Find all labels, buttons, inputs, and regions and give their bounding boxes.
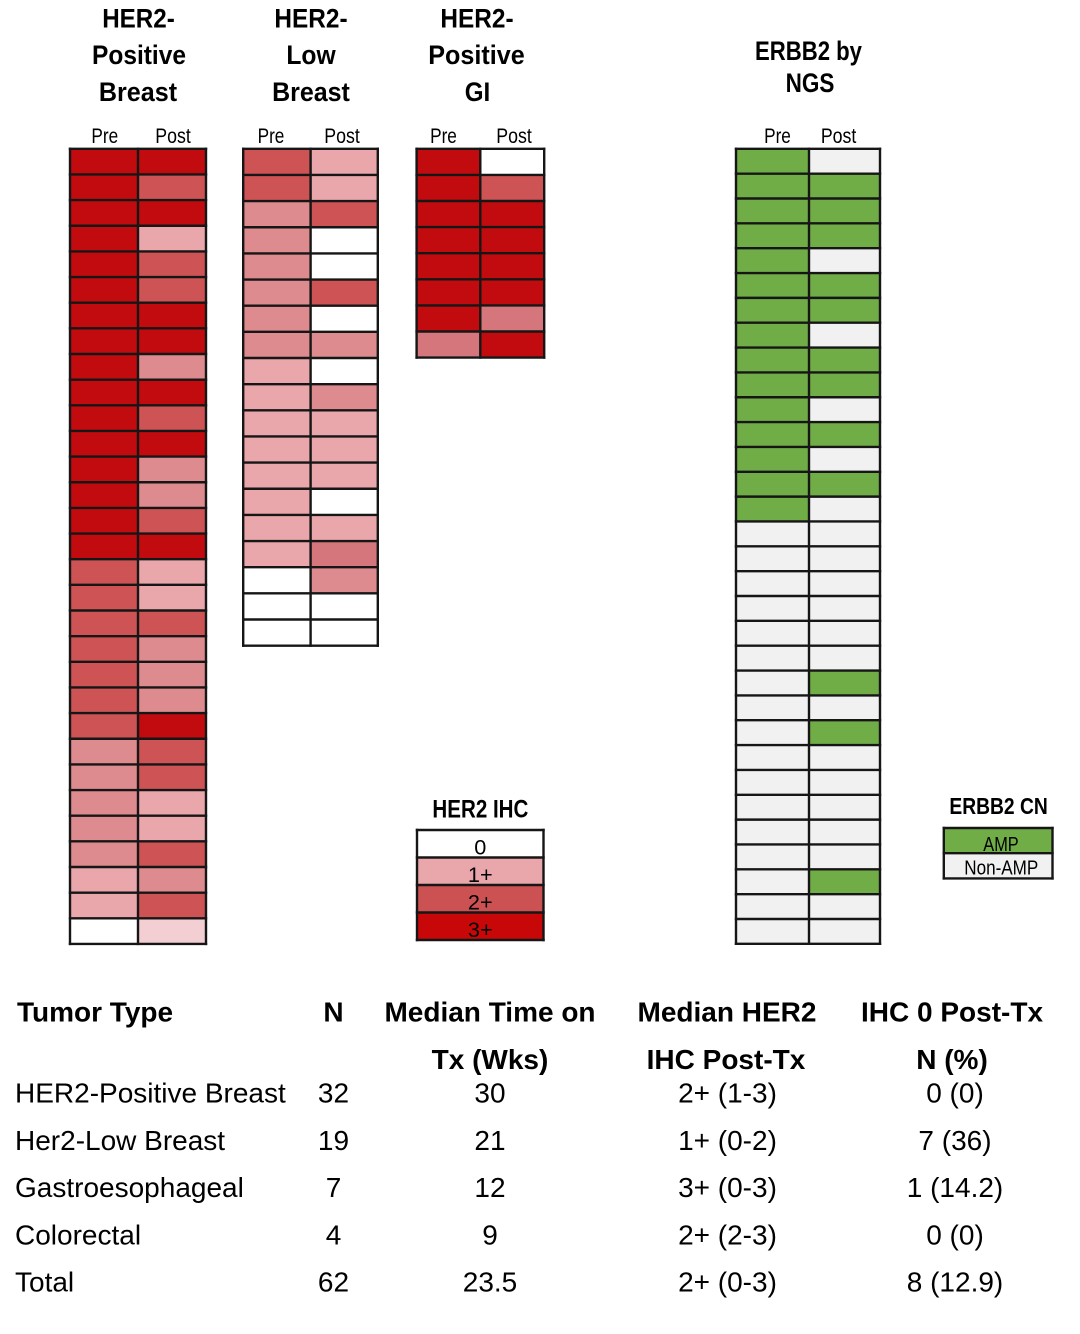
svg-text:2+ (1-3): 2+ (1-3) xyxy=(678,1078,777,1109)
svg-text:HER2-Positive Breast: HER2-Positive Breast xyxy=(15,1078,286,1109)
svg-text:HER2 IHC: HER2 IHC xyxy=(432,796,528,824)
svg-text:Total: Total xyxy=(15,1267,74,1298)
svg-text:Post: Post xyxy=(496,124,532,148)
svg-text:4: 4 xyxy=(326,1219,342,1250)
svg-text:Median HER2: Median HER2 xyxy=(638,997,817,1028)
svg-text:IHC Post-Tx: IHC Post-Tx xyxy=(647,1044,806,1075)
svg-text:Pre: Pre xyxy=(258,124,285,148)
svg-text:Pre: Pre xyxy=(430,124,457,148)
svg-text:HER2-: HER2- xyxy=(274,4,347,34)
svg-text:19: 19 xyxy=(318,1125,349,1156)
svg-text:ERBB2 CN: ERBB2 CN xyxy=(949,793,1047,819)
svg-text:9: 9 xyxy=(482,1219,498,1250)
svg-text:1 (14.2): 1 (14.2) xyxy=(907,1172,1004,1203)
svg-text:0 (0): 0 (0) xyxy=(926,1078,984,1109)
svg-text:Colorectal: Colorectal xyxy=(15,1219,141,1250)
svg-text:Pre: Pre xyxy=(764,124,791,148)
svg-text:Tx (Wks): Tx (Wks) xyxy=(432,1044,549,1075)
svg-text:N: N xyxy=(323,997,343,1028)
svg-text:HER2-: HER2- xyxy=(102,4,175,34)
svg-text:1+ (0-2): 1+ (0-2) xyxy=(678,1125,777,1156)
svg-text:Positive: Positive xyxy=(428,40,525,70)
svg-text:Breast: Breast xyxy=(99,77,177,107)
svg-text:1+: 1+ xyxy=(468,862,493,887)
svg-text:Breast: Breast xyxy=(272,77,350,107)
svg-text:2+ (2-3): 2+ (2-3) xyxy=(678,1219,777,1250)
svg-text:Her2-Low Breast: Her2-Low Breast xyxy=(15,1125,225,1156)
svg-text:62: 62 xyxy=(318,1267,349,1298)
svg-text:ERBB2 by: ERBB2 by xyxy=(755,36,862,66)
svg-text:AMP: AMP xyxy=(983,833,1018,856)
svg-text:GI: GI xyxy=(465,77,491,107)
svg-text:12: 12 xyxy=(474,1172,505,1203)
svg-text:7 (36): 7 (36) xyxy=(918,1125,991,1156)
svg-text:Post: Post xyxy=(821,124,857,148)
svg-text:32: 32 xyxy=(318,1078,349,1109)
svg-text:Low: Low xyxy=(286,40,336,70)
svg-text:Post: Post xyxy=(155,124,191,148)
svg-text:NGS: NGS xyxy=(786,68,835,98)
svg-text:Gastroesophageal: Gastroesophageal xyxy=(15,1172,244,1203)
svg-text:8 (12.9): 8 (12.9) xyxy=(907,1267,1004,1298)
svg-text:0: 0 xyxy=(474,834,486,859)
svg-text:Non-AMP: Non-AMP xyxy=(964,857,1038,880)
svg-text:IHC 0 Post-Tx: IHC 0 Post-Tx xyxy=(861,997,1043,1028)
svg-text:0 (0): 0 (0) xyxy=(926,1219,984,1250)
svg-text:2+ (0-3): 2+ (0-3) xyxy=(678,1267,777,1298)
svg-text:3+ (0-3): 3+ (0-3) xyxy=(678,1172,777,1203)
svg-text:21: 21 xyxy=(474,1125,505,1156)
svg-text:Post: Post xyxy=(324,124,360,148)
svg-text:N (%): N (%) xyxy=(916,1044,988,1075)
svg-text:2+: 2+ xyxy=(468,889,493,914)
svg-text:Tumor Type: Tumor Type xyxy=(17,997,173,1028)
svg-text:30: 30 xyxy=(474,1078,505,1109)
svg-text:Positive: Positive xyxy=(92,40,186,70)
svg-text:HER2-: HER2- xyxy=(440,4,513,34)
svg-text:23.5: 23.5 xyxy=(463,1267,518,1298)
svg-text:7: 7 xyxy=(326,1172,342,1203)
svg-text:Pre: Pre xyxy=(91,124,118,148)
svg-text:3+: 3+ xyxy=(468,917,493,942)
svg-text:Median Time on: Median Time on xyxy=(384,997,595,1028)
